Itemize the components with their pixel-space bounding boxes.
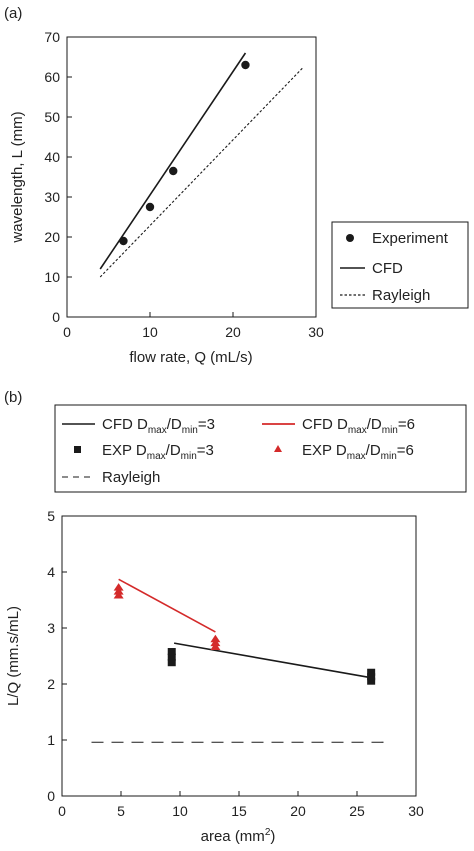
panel-a-rayleigh-line xyxy=(99,66,304,278)
panel-a-ytick-label: 10 xyxy=(44,269,60,285)
panel-b-ytick-label: 3 xyxy=(47,620,55,636)
panel-a-xtick-label: 10 xyxy=(142,324,158,340)
panel-b-exp-dmax-dmin-3-point xyxy=(167,659,176,667)
panel-a-xtick-label: 0 xyxy=(63,324,71,340)
legend-experiment-label: Experiment xyxy=(372,230,449,247)
legend-cfd3-label: CFD Dmax/Dmin=3 xyxy=(102,416,215,436)
panel-b-ytick-label: 4 xyxy=(47,564,55,580)
panel-a-ytick-label: 40 xyxy=(44,149,60,165)
panel-a-experiment-point xyxy=(145,202,155,212)
panel-b-xlabel: area (mm2) xyxy=(201,827,276,845)
panel-b-exp-dmax-dmin-6-point xyxy=(210,642,221,651)
panel-a-experiment-point xyxy=(241,60,250,70)
panel-b-exp-dmax-dmin-3-point xyxy=(167,648,176,656)
legend-cfd-label: CFD xyxy=(372,260,403,277)
panel-a-ticks: 0 10 20 30 0 10 20 30 40 50 60 70 xyxy=(44,29,324,340)
panel-b-legend: CFD Dmax/Dmin=3 CFD Dmax/Dmin=6 EXP Dmax… xyxy=(54,404,467,493)
panel-b-marks xyxy=(91,578,387,743)
panel-b-ytick-label: 0 xyxy=(47,788,55,804)
panel-a-ytick-label: 20 xyxy=(44,229,60,245)
panel-b-exp-dmax-dmin-3-point xyxy=(367,668,376,676)
panel-b-exp-dmax-dmin-6-point xyxy=(113,587,124,595)
panel-b-xtick-label: 30 xyxy=(408,803,424,819)
panel-a-xtick-label: 20 xyxy=(225,324,241,340)
panel-b-xtick-label: 25 xyxy=(349,803,365,819)
panel-b-xtick-label: 0 xyxy=(58,803,66,819)
panel-b-xtick-label: 10 xyxy=(172,803,188,819)
panel-a: (a) 0 10 20 30 0 10 20 30 40 50 60 70 flow rate, Q … xyxy=(4,5,469,366)
panel-a-ytick-label: 70 xyxy=(44,29,60,45)
panel-b-legend-box xyxy=(54,404,467,493)
legend-rayleigh-b-label: Rayleigh xyxy=(102,469,160,486)
panel-a-legend-box xyxy=(331,221,469,309)
panel-b-exp-dmax-dmin-6-point xyxy=(210,638,221,647)
panel-b-xtick-label: 5 xyxy=(117,803,125,819)
legend-experiment-marker xyxy=(346,234,354,242)
panel-a-plot-frame xyxy=(66,36,317,318)
panel-b-ticks: 0 5 10 15 20 25 30 0 1 2 3 4 5 xyxy=(47,508,424,819)
panel-a-marks xyxy=(99,52,304,278)
legend-rayleigh-label: Rayleigh xyxy=(372,287,430,304)
panel-b-exp-dmax-dmin-6-point xyxy=(113,591,124,599)
panel-b-cfd-dmax-dmin-3-line xyxy=(173,642,369,679)
legend-exp3-marker xyxy=(74,446,81,453)
panel-b: (b) CFD Dmax/Dmin=3 CFD Dmax/Dmin=6 EXP … xyxy=(4,389,467,845)
panel-a-ytick-label: 0 xyxy=(52,309,60,325)
panel-b-ytick-label: 1 xyxy=(47,732,55,748)
panel-b-xtick-label: 20 xyxy=(290,803,306,819)
panel-b-xtick-label: 15 xyxy=(231,803,247,819)
legend-cfd6-label: CFD Dmax/Dmin=6 xyxy=(302,416,415,436)
panel-b-exp-dmax-dmin-3-point xyxy=(367,673,376,681)
panel-a-xlabel: flow rate, Q (mL/s) xyxy=(129,349,252,366)
panel-b-label: (b) xyxy=(4,389,22,406)
panel-b-ylabel: L/Q (mm.s/mL) xyxy=(5,606,22,706)
panel-a-cfd-line xyxy=(99,52,247,270)
panel-a-ylabel: wavelength, L (mm) xyxy=(9,111,26,243)
legend-exp3-label: EXP Dmax/Dmin=3 xyxy=(102,442,214,462)
panel-a-xtick-label: 30 xyxy=(308,324,324,340)
panel-a-ytick-label: 50 xyxy=(44,109,60,125)
panel-a-experiment-point xyxy=(169,166,178,176)
panel-a-ytick-label: 30 xyxy=(44,189,60,205)
legend-exp6-label: EXP Dmax/Dmin=6 xyxy=(302,442,414,462)
panel-a-legend: Experiment CFD Rayleigh xyxy=(331,221,469,309)
panel-a-ytick-label: 60 xyxy=(44,69,60,85)
panel-b-ytick-label: 2 xyxy=(47,676,55,692)
panel-b-exp-dmax-dmin-6-point xyxy=(210,634,221,643)
panel-b-exp-dmax-dmin-3-point xyxy=(367,677,376,685)
panel-a-label: (a) xyxy=(4,5,22,22)
legend-exp6-marker xyxy=(274,445,282,452)
panel-b-exp-dmax-dmin-3-point xyxy=(167,653,176,661)
panel-b-exp-dmax-dmin-6-point xyxy=(113,583,124,591)
panel-b-plot-frame xyxy=(61,515,417,797)
panel-b-cfd-dmax-dmin-6-line xyxy=(118,578,216,633)
panel-b-ytick-label: 5 xyxy=(47,508,55,524)
